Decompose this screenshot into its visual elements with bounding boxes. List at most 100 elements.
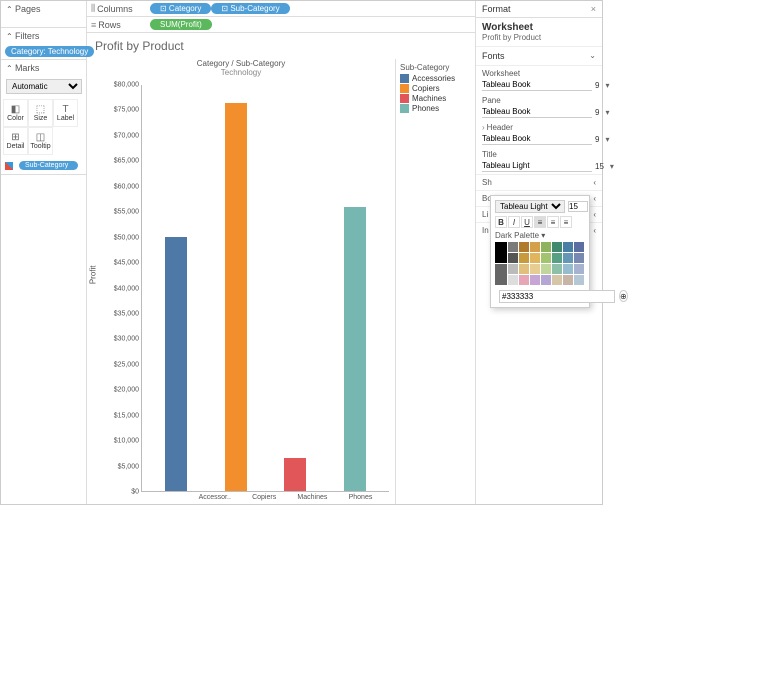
y-tick: $45,000: [114, 260, 139, 267]
palette-black[interactable]: [495, 242, 507, 263]
popup-font-select[interactable]: Tableau Light: [495, 200, 565, 213]
mark-pill-subcategory[interactable]: Sub-Category: [19, 161, 78, 170]
palette-color[interactable]: [574, 242, 584, 252]
palette-color[interactable]: [519, 275, 529, 285]
bar[interactable]: [225, 103, 247, 491]
y-tick: $10,000: [114, 438, 139, 445]
chevron-down-icon[interactable]: ▾: [610, 162, 614, 171]
palette-color[interactable]: [563, 242, 573, 252]
color-picker-button[interactable]: ⊕: [619, 290, 628, 302]
color-encoding-icon: [5, 162, 13, 170]
columns-label: Columns: [97, 4, 133, 14]
chevron-down-icon[interactable]: ▾: [605, 135, 609, 144]
palette-color[interactable]: [541, 253, 551, 263]
palette-color[interactable]: [552, 264, 562, 274]
font-size-value: 9: [595, 108, 599, 117]
align-left-button[interactable]: ≡: [534, 216, 546, 228]
palette-color[interactable]: [530, 253, 540, 263]
bar[interactable]: [344, 207, 366, 491]
left-sidebar: Pages Filters Category: Technology Marks…: [1, 1, 87, 504]
palette-color[interactable]: [508, 264, 518, 274]
palette-color[interactable]: [541, 275, 551, 285]
mark-color-button[interactable]: ◧Color: [3, 99, 28, 127]
palette-color[interactable]: [519, 242, 529, 252]
hex-input[interactable]: [499, 290, 615, 303]
mark-label-button[interactable]: TLabel: [53, 99, 78, 127]
filter-pill-category[interactable]: Category: Technology: [5, 46, 94, 57]
bar[interactable]: [165, 237, 187, 491]
palette-color[interactable]: [519, 253, 529, 263]
palette-color[interactable]: [530, 242, 540, 252]
columns-shelf[interactable]: ⫼Columns ⊡ Category⊡ Sub-Category: [87, 1, 475, 17]
underline-button[interactable]: U: [521, 216, 533, 228]
font-name-input[interactable]: [482, 106, 592, 118]
column-pill[interactable]: ⊡ Category: [150, 3, 211, 14]
row-pill[interactable]: SUM(Profit): [150, 19, 212, 30]
marks-shelf-header[interactable]: Marks: [1, 60, 86, 76]
mark-tooltip-button[interactable]: ◫Tooltip: [28, 127, 53, 155]
palette-color[interactable]: [530, 275, 540, 285]
palette-grey[interactable]: [495, 264, 507, 285]
rows-shelf[interactable]: ≡Rows SUM(Profit): [87, 17, 475, 33]
font-name-input[interactable]: [482, 79, 592, 91]
palette-color[interactable]: [541, 264, 551, 274]
italic-button[interactable]: I: [508, 216, 520, 228]
chart-canvas[interactable]: Category / Sub-Category Technology Profi…: [87, 59, 395, 504]
y-tick: $40,000: [114, 285, 139, 292]
filters-shelf-header[interactable]: Filters: [1, 28, 86, 44]
palette-grid: [508, 242, 584, 285]
palette-color[interactable]: [563, 264, 573, 274]
chevron-down-icon[interactable]: ▾: [541, 231, 545, 240]
y-axis-label: Profit: [89, 265, 98, 284]
palette-color[interactable]: [552, 253, 562, 263]
palette-color[interactable]: [563, 275, 573, 285]
y-tick: $25,000: [114, 361, 139, 368]
chevron-down-icon[interactable]: ▾: [605, 81, 609, 90]
palette-color[interactable]: [574, 253, 584, 263]
popup-size-input[interactable]: [568, 201, 588, 212]
close-icon[interactable]: ×: [591, 4, 596, 14]
y-axis-ticks: $80,000$75,000$70,000$65,000$60,000$55,0…: [105, 85, 141, 492]
palette-color[interactable]: [508, 275, 518, 285]
chevron-down-icon[interactable]: ▾: [605, 108, 609, 117]
palette-color[interactable]: [574, 275, 584, 285]
palette-color[interactable]: [508, 242, 518, 252]
fonts-section-header[interactable]: Fonts⌄: [476, 46, 602, 66]
palette-color[interactable]: [552, 275, 562, 285]
palette-color[interactable]: [541, 242, 551, 252]
font-name-input[interactable]: [482, 133, 592, 145]
palette-color[interactable]: [519, 264, 529, 274]
legend-item[interactable]: Accessories: [400, 74, 471, 83]
bold-button[interactable]: B: [495, 216, 507, 228]
chart-title[interactable]: Profit by Product: [87, 33, 475, 59]
y-tick: $75,000: [114, 107, 139, 114]
bar[interactable]: [284, 458, 306, 491]
x-axis-labels: Accessor..CopiersMachinesPhones: [188, 494, 383, 501]
x-label: Accessor..: [199, 494, 231, 501]
palette-color[interactable]: [530, 264, 540, 274]
mark-type-select[interactable]: Automatic: [6, 79, 82, 94]
font-name-input[interactable]: [482, 160, 592, 172]
legend-item[interactable]: Copiers: [400, 84, 471, 93]
chevron-down-icon: ⌄: [589, 51, 596, 61]
pages-shelf-header[interactable]: Pages: [1, 1, 86, 17]
legend-item[interactable]: Phones: [400, 104, 471, 113]
y-tick: $5,000: [118, 463, 139, 470]
format-target-title: Worksheet: [482, 22, 596, 33]
palette-color[interactable]: [552, 242, 562, 252]
palette-color[interactable]: [508, 253, 518, 263]
palette-color[interactable]: [563, 253, 573, 263]
legend-item[interactable]: Machines: [400, 94, 471, 103]
color-legend[interactable]: Sub-Category AccessoriesCopiersMachinesP…: [395, 59, 475, 504]
align-right-button[interactable]: ≡: [560, 216, 572, 228]
font-field-pane: Pane9▾: [476, 93, 602, 120]
column-pill[interactable]: ⊡ Sub-Category: [211, 3, 289, 14]
align-center-button[interactable]: ≡: [547, 216, 559, 228]
mark-detail-button[interactable]: ⊞Detail: [3, 127, 28, 155]
y-tick: $30,000: [114, 336, 139, 343]
palette-color[interactable]: [574, 264, 584, 274]
font-field-title: Title15▾: [476, 147, 602, 174]
x-label: Copiers: [252, 494, 276, 501]
mark-size-button[interactable]: ⬚Size: [28, 99, 53, 127]
collapsed-section[interactable]: Sh‹: [476, 174, 602, 190]
